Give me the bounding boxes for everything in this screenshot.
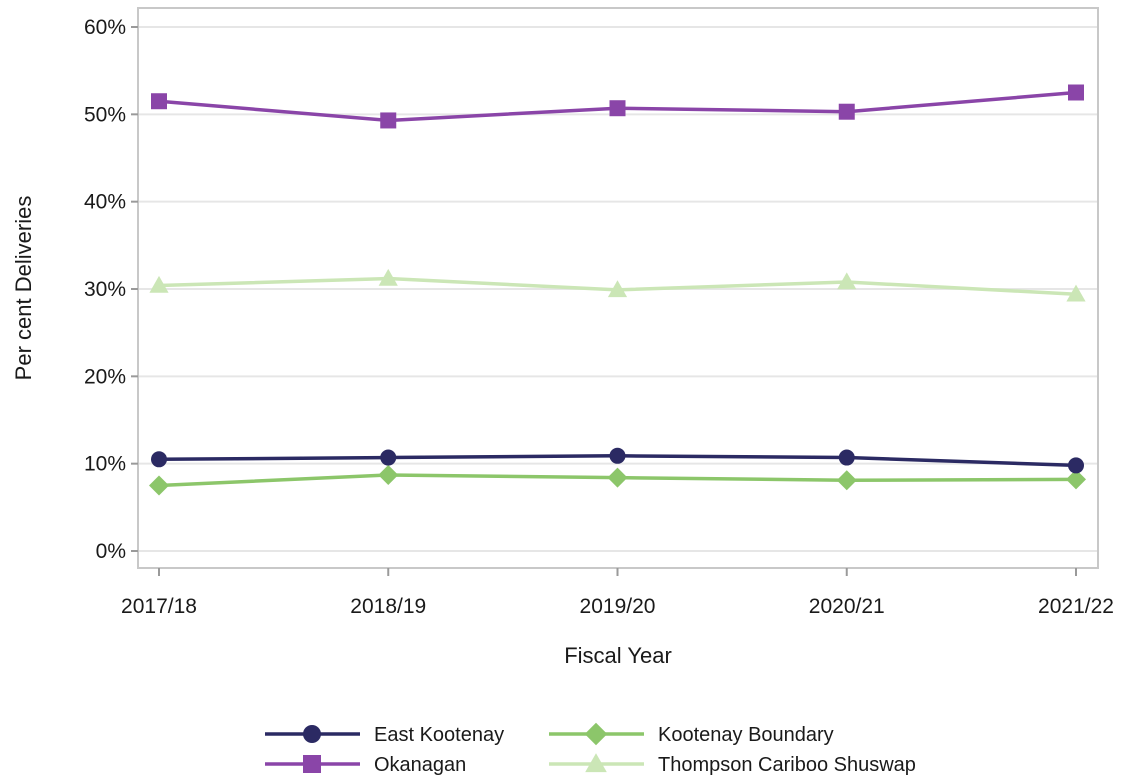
- data-point: [607, 280, 628, 298]
- x-tick-label: 2020/21: [809, 595, 885, 618]
- data-point: [378, 268, 398, 286]
- series-kootenay-boundary: [149, 465, 1086, 496]
- data-point: [380, 112, 397, 129]
- legend-swatch-marker: [303, 755, 321, 773]
- data-point: [1068, 84, 1084, 101]
- data-point: [838, 449, 855, 466]
- y-tick-label: 50%: [84, 103, 126, 126]
- y-tick-label: 30%: [84, 278, 126, 301]
- legend-item: Thompson Cariboo Shuswap: [549, 753, 916, 776]
- data-point: [609, 447, 626, 464]
- data-point: [380, 449, 397, 466]
- data-point: [1066, 284, 1086, 302]
- legend-label: East Kootenay: [374, 724, 504, 746]
- y-tick-label: 60%: [84, 16, 126, 39]
- series-layer: [149, 84, 1086, 496]
- y-tick-label: 20%: [84, 365, 126, 388]
- x-tick-label: 2017/18: [121, 595, 197, 618]
- data-point: [607, 467, 628, 488]
- x-tick-label: 2021/22: [1038, 595, 1114, 618]
- data-point: [838, 103, 855, 120]
- legend-swatch-marker: [585, 753, 607, 773]
- data-point: [1068, 457, 1084, 474]
- data-point: [836, 470, 857, 491]
- y-axis-title: Per cent Deliveries: [11, 196, 36, 381]
- data-point: [149, 275, 169, 293]
- y-tick-label: 10%: [84, 453, 126, 476]
- legend-label: Okanagan: [374, 754, 466, 776]
- data-point: [609, 100, 626, 117]
- legend-item: East Kootenay: [265, 724, 504, 746]
- legend-label: Kootenay Boundary: [658, 724, 834, 746]
- legend-swatch-marker: [303, 725, 321, 743]
- series-east-kootenay: [151, 447, 1084, 474]
- data-point: [837, 272, 857, 290]
- data-point: [378, 465, 399, 486]
- data-point: [151, 93, 167, 110]
- y-tick-label: 0%: [96, 540, 126, 563]
- x-tick-label: 2019/20: [580, 595, 656, 618]
- x-tick-label: 2018/19: [350, 595, 426, 618]
- data-point: [151, 451, 167, 468]
- legend-label: Thompson Cariboo Shuswap: [658, 754, 916, 776]
- legend-item: Okanagan: [265, 754, 466, 776]
- series-thompson-cariboo-shuswap: [149, 268, 1086, 302]
- x-axis-title: Fiscal Year: [564, 643, 672, 668]
- legend: East Kootenay Kootenay Boundary Okanagan Th…: [265, 722, 916, 776]
- data-point: [1066, 469, 1086, 490]
- y-tick-label: 40%: [84, 191, 126, 214]
- data-point: [149, 475, 169, 496]
- legend-swatch-marker: [584, 722, 608, 746]
- series-okanagan: [151, 84, 1084, 129]
- x-axis: 2017/18 2018/19 2019/20 2020/21 2021/22: [121, 568, 1114, 618]
- legend-item: Kootenay Boundary: [549, 722, 834, 746]
- y-axis: 0% 10% 20% 30% 40% 50% 60%: [84, 16, 138, 563]
